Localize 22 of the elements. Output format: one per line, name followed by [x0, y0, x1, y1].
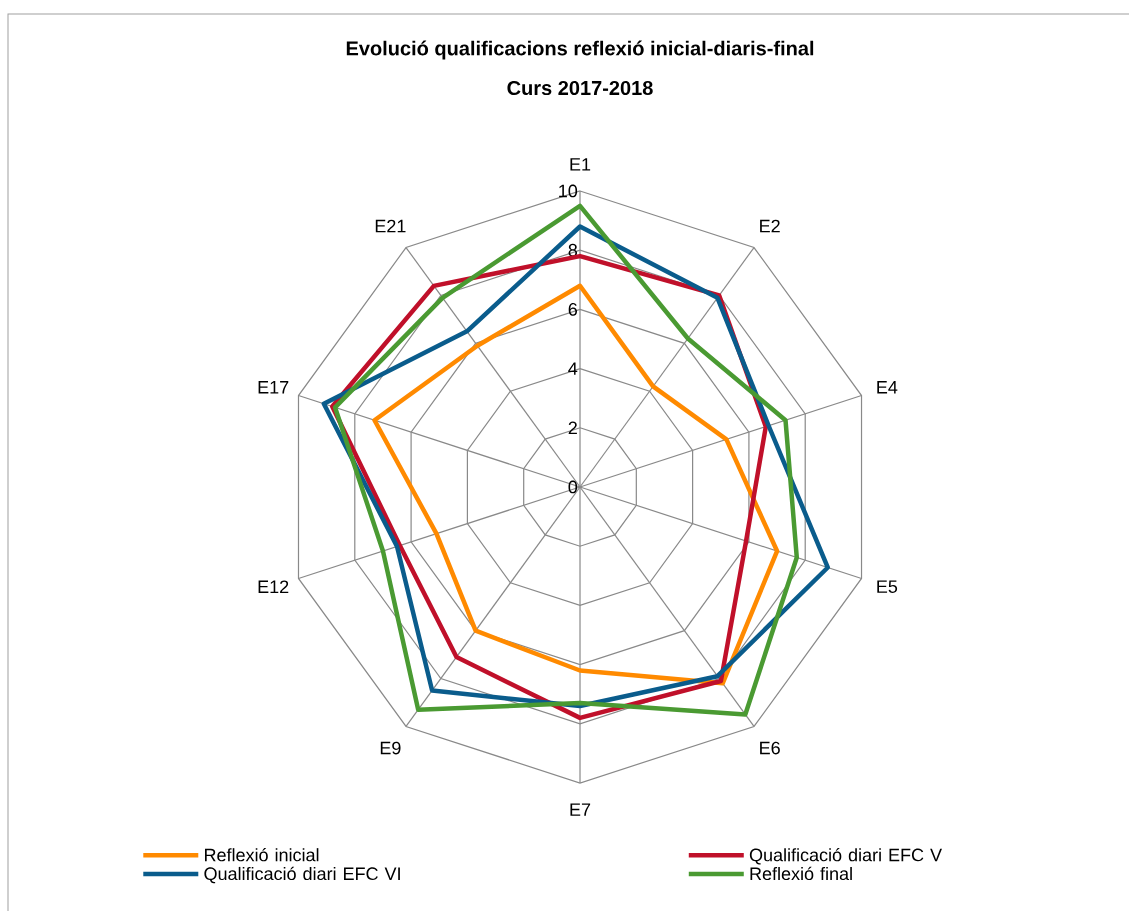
- spoke-label: E5: [877, 580, 898, 593]
- spoke-label: E12: [258, 580, 289, 593]
- spoke-label: E9: [380, 741, 401, 755]
- legend-label: Reflexió inicial: [205, 847, 319, 862]
- spoke-label: E17: [258, 381, 289, 394]
- y-tick-label: 4: [568, 362, 578, 375]
- legend-label: Reflexió final: [750, 866, 852, 881]
- spoke-label: E7: [570, 803, 591, 816]
- legend-label: Qualificació diari EFC V: [749, 847, 942, 865]
- y-tick-label: 10: [559, 184, 578, 198]
- spoke-label: E4: [877, 381, 898, 394]
- spoke-label: E1: [570, 158, 591, 171]
- y-tick-label: 0: [568, 480, 578, 494]
- y-tick-label: 8: [568, 243, 578, 257]
- spoke-label: E2: [760, 219, 780, 233]
- spoke-label: E21: [375, 219, 406, 233]
- y-tick-label: 2: [568, 421, 577, 435]
- chart-subtitle: Curs 2017-2018: [507, 80, 653, 96]
- chart-title: Evolució qualificacions reflexió inicial-diaris-final: [346, 40, 814, 60]
- legend-label: Qualificació diari EFC VI: [204, 866, 400, 884]
- y-tick-label: 6: [568, 303, 578, 316]
- spoke-label: E6: [760, 741, 780, 755]
